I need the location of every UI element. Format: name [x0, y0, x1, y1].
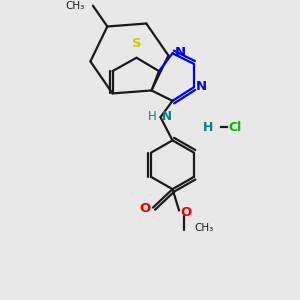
Text: S: S — [132, 37, 141, 50]
Text: H: H — [148, 110, 157, 123]
Text: N: N — [196, 80, 207, 93]
Text: N: N — [162, 110, 172, 123]
Text: N: N — [175, 46, 186, 59]
Text: Cl: Cl — [228, 121, 241, 134]
Text: O: O — [181, 206, 192, 219]
Text: CH₃: CH₃ — [65, 1, 85, 10]
Text: O: O — [139, 202, 151, 215]
Text: H: H — [202, 121, 213, 134]
Text: CH₃: CH₃ — [194, 224, 213, 233]
